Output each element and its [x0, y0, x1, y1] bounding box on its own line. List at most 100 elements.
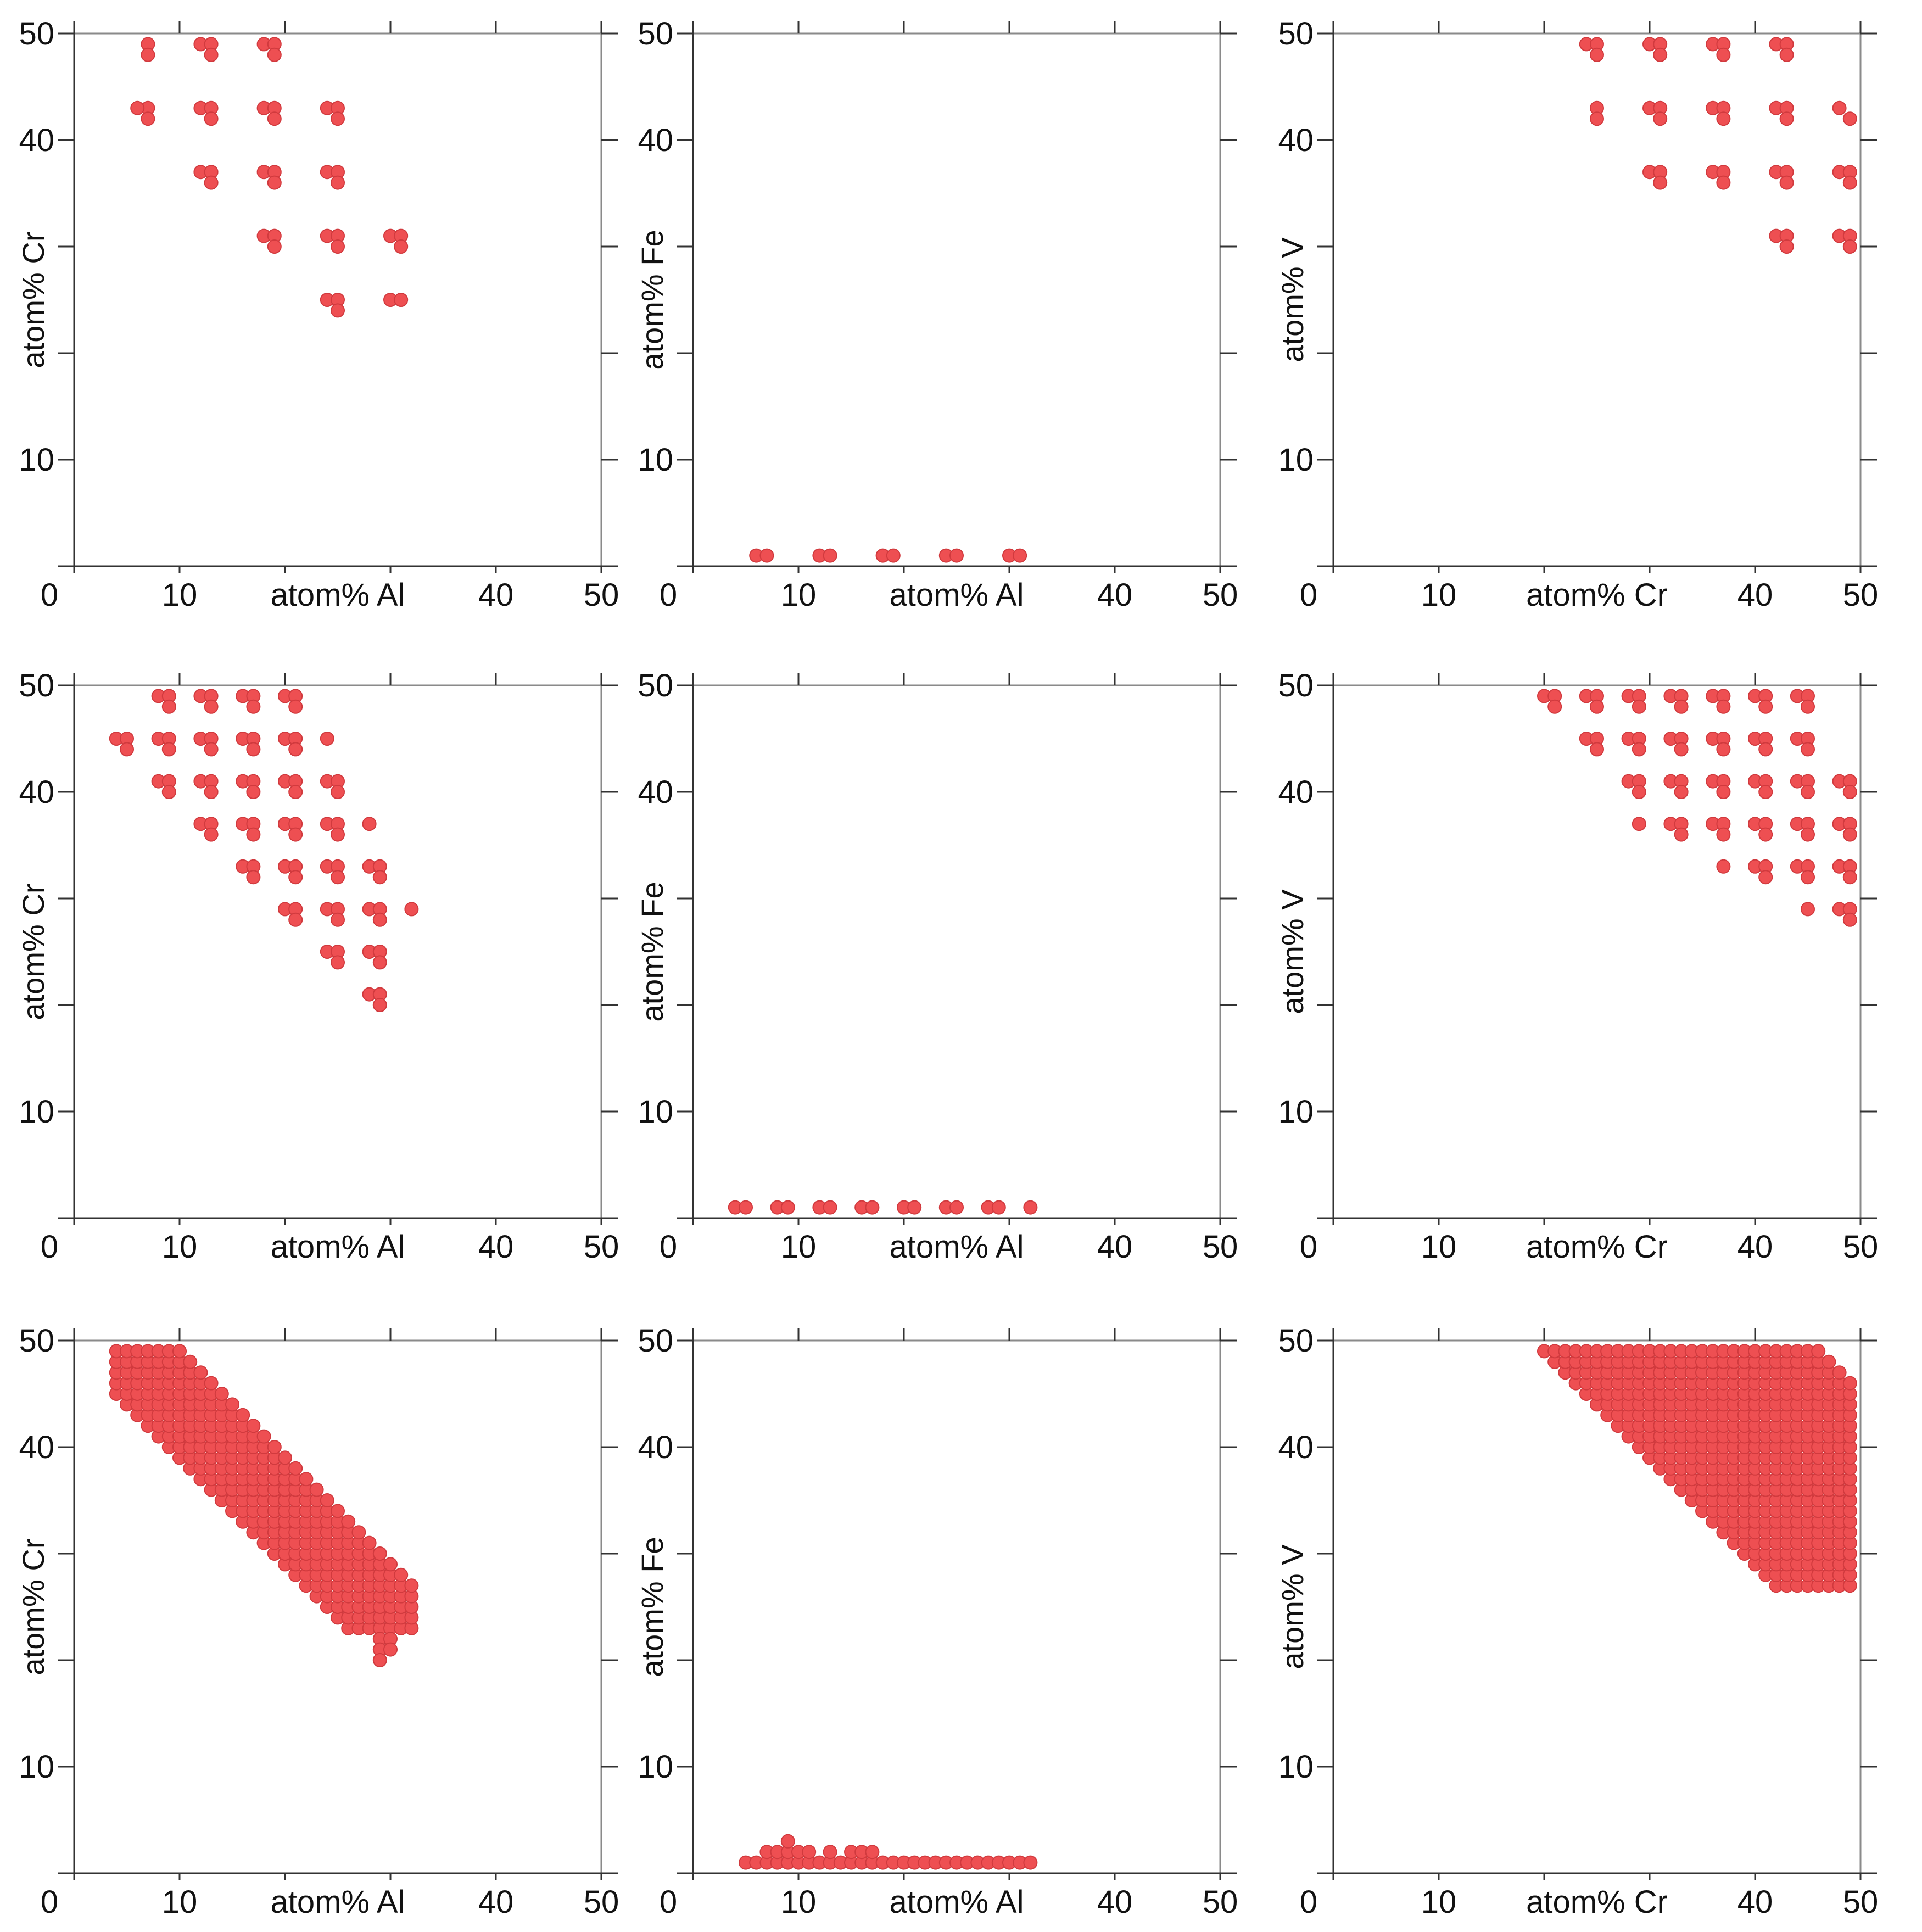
- data-point: [267, 111, 282, 126]
- x-tick-label: 0: [41, 577, 58, 613]
- data-point: [1758, 699, 1773, 714]
- data-point: [246, 870, 261, 885]
- data-point: [1013, 548, 1027, 563]
- data-point: [130, 100, 145, 115]
- x-tick-label: atom% Cr: [1526, 577, 1668, 613]
- x-tick-label: 40: [478, 577, 514, 613]
- data-point: [865, 1845, 880, 1860]
- data-point: [1822, 1354, 1836, 1369]
- y-tick-label: 40: [19, 122, 54, 158]
- data-point: [267, 239, 282, 254]
- y-tick-label: 50: [19, 668, 54, 703]
- data-point: [172, 1344, 187, 1359]
- data-point: [1653, 175, 1668, 190]
- data-point: [1801, 699, 1815, 714]
- data-point: [823, 1200, 837, 1215]
- x-tick-label: 50: [584, 1884, 619, 1920]
- x-tick-label: 10: [1421, 577, 1457, 613]
- data-point: [204, 47, 219, 62]
- data-point: [1674, 785, 1689, 799]
- data-point: [1547, 699, 1562, 714]
- data-point: [351, 1525, 366, 1540]
- data-point: [362, 1535, 377, 1550]
- data-point: [288, 827, 303, 842]
- x-tick-label: 50: [584, 1229, 619, 1265]
- data-point: [1832, 100, 1847, 115]
- data-point: [1758, 870, 1773, 885]
- data-point: [1716, 742, 1731, 757]
- x-tick-label: 0: [660, 1884, 677, 1920]
- data-point: [865, 1200, 880, 1215]
- data-point: [288, 785, 303, 799]
- data-point: [362, 817, 377, 831]
- data-point: [1842, 870, 1857, 885]
- y-tick-label: 10: [19, 1749, 54, 1785]
- data-point: [886, 548, 901, 563]
- x-tick-label: 50: [1843, 1229, 1879, 1265]
- data-point: [331, 827, 345, 842]
- data-point: [372, 912, 387, 927]
- data-point: [1801, 902, 1815, 917]
- x-tick-label: atom% Al: [890, 577, 1024, 613]
- data-point: [246, 827, 261, 842]
- x-tick-label: 50: [584, 577, 619, 613]
- x-tick-label: 40: [478, 1229, 514, 1265]
- data-point: [320, 1493, 334, 1507]
- data-point: [331, 239, 345, 254]
- data-point: [288, 870, 303, 885]
- x-tick-label: 50: [1843, 1884, 1879, 1920]
- data-point: [331, 303, 345, 318]
- y-tick-label: 10: [19, 442, 54, 478]
- y-axis-title: atom% V: [1275, 237, 1310, 362]
- data-point: [225, 1397, 239, 1412]
- data-point: [161, 699, 176, 714]
- x-tick-label: atom% Al: [890, 1229, 1024, 1265]
- x-tick-label: 10: [1421, 1884, 1457, 1920]
- x-tick-label: atom% Al: [271, 1229, 405, 1265]
- data-point: [141, 47, 155, 62]
- data-point: [823, 1845, 837, 1860]
- y-tick-label: 50: [19, 1323, 54, 1359]
- data-point: [1716, 175, 1731, 190]
- data-point: [1716, 47, 1731, 62]
- y-tick-label: 40: [1278, 1430, 1314, 1465]
- data-point: [331, 175, 345, 190]
- data-point: [246, 699, 261, 714]
- data-point: [949, 548, 964, 563]
- data-point: [341, 1514, 356, 1529]
- x-tick-label: 10: [781, 1884, 817, 1920]
- data-point: [1842, 111, 1857, 126]
- data-point: [1779, 175, 1794, 190]
- data-point: [823, 548, 837, 563]
- y-tick-label: 50: [1278, 16, 1314, 52]
- data-point: [1779, 111, 1794, 126]
- chart-panel-r3c1: 0 10 atom% Al 40 50 50 40 10 atom% Cr: [16, 1323, 619, 1920]
- data-point: [309, 1482, 324, 1497]
- data-point: [394, 293, 409, 307]
- data-point: [1758, 742, 1773, 757]
- data-point: [1842, 1376, 1857, 1391]
- data-point: [331, 1504, 345, 1518]
- data-point: [780, 1200, 795, 1215]
- data-point: [1842, 239, 1857, 254]
- y-tick-label: 40: [638, 1430, 673, 1465]
- data-point: [236, 1408, 250, 1422]
- data-point: [1716, 785, 1731, 799]
- data-point: [256, 1429, 271, 1444]
- data-point: [1758, 827, 1773, 842]
- x-tick-label: atom% Al: [890, 1884, 1024, 1920]
- data-point: [1674, 742, 1689, 757]
- y-tick-label: 40: [19, 774, 54, 810]
- y-tick-label: 40: [638, 122, 673, 158]
- x-tick-label: 50: [1203, 1229, 1238, 1265]
- data-point: [141, 111, 155, 126]
- y-axis-title: atom% Cr: [16, 232, 51, 368]
- chart-panel-r1c2: 0 10 atom% Al 40 50 50 40 10 atom% Fe: [635, 16, 1238, 613]
- data-point: [1801, 785, 1815, 799]
- data-point: [1716, 111, 1731, 126]
- chart-panel-r1c1: 0 10 atom% Al 40 50 50 40 10 atom% Cr: [16, 16, 619, 613]
- x-tick-label: 10: [162, 1229, 198, 1265]
- data-point: [120, 742, 134, 757]
- y-axis-title: atom% Fe: [635, 1537, 669, 1677]
- x-tick-label: 40: [1737, 577, 1773, 613]
